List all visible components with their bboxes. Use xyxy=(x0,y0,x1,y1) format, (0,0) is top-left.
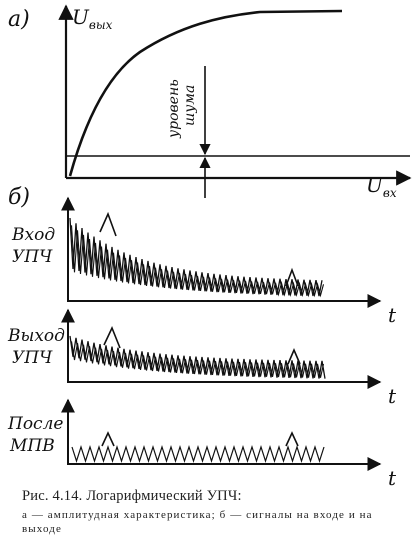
x-axis-label: Uвх xyxy=(366,173,397,200)
row-output-t-label: t xyxy=(388,384,397,408)
output-blip-2 xyxy=(287,347,301,365)
row-mpv-label-2: МПВ xyxy=(9,436,55,456)
row-mpv-signal xyxy=(71,431,325,463)
panel-b: б) Вход УПЧ t Выход УПЧ t После МПВ t xyxy=(7,185,397,490)
row-input-label-2: УПЧ xyxy=(12,247,53,267)
input-signal-band-2 xyxy=(70,225,325,298)
panel-a: а) Uвых уровень шума Uвх xyxy=(8,4,412,200)
row-output-label-2: УПЧ xyxy=(12,348,53,368)
panel-a-tag: а) xyxy=(8,7,30,32)
mpv-blip-2 xyxy=(285,431,299,447)
input-blip-2 xyxy=(285,267,299,287)
noise-label-1: уровень xyxy=(166,79,182,139)
mpv-signal-band xyxy=(71,445,325,463)
input-signal-band xyxy=(69,217,323,297)
row-input-signal xyxy=(69,211,325,298)
row-output-signal xyxy=(69,325,326,379)
input-blip-1 xyxy=(99,211,117,237)
output-signal-band xyxy=(69,335,326,379)
caption: Рис. 4.14. Логарифмический УПЧ: а — ампл… xyxy=(22,488,412,536)
row-input-t-label: t xyxy=(388,303,397,327)
output-signal-band-2 xyxy=(70,341,325,378)
amplitude-curve xyxy=(68,9,343,177)
row-output-label-1: Выход xyxy=(7,326,65,346)
row-mpv-t-label: t xyxy=(388,466,397,490)
caption-subtitle: а — амплитудная характеристика; б — сигн… xyxy=(22,509,373,535)
caption-title: Рис. 4.14. Логарифмический УПЧ: xyxy=(22,488,242,504)
panel-b-tag: б) xyxy=(8,185,30,210)
noise-label-2: шума xyxy=(182,85,198,126)
y-axis-label: Uвых xyxy=(72,5,113,32)
mpv-blip-1 xyxy=(101,431,115,447)
row-input-label-1: Вход xyxy=(11,225,55,245)
row-mpv-label-1: После xyxy=(7,414,63,434)
output-blip-1 xyxy=(103,325,121,349)
